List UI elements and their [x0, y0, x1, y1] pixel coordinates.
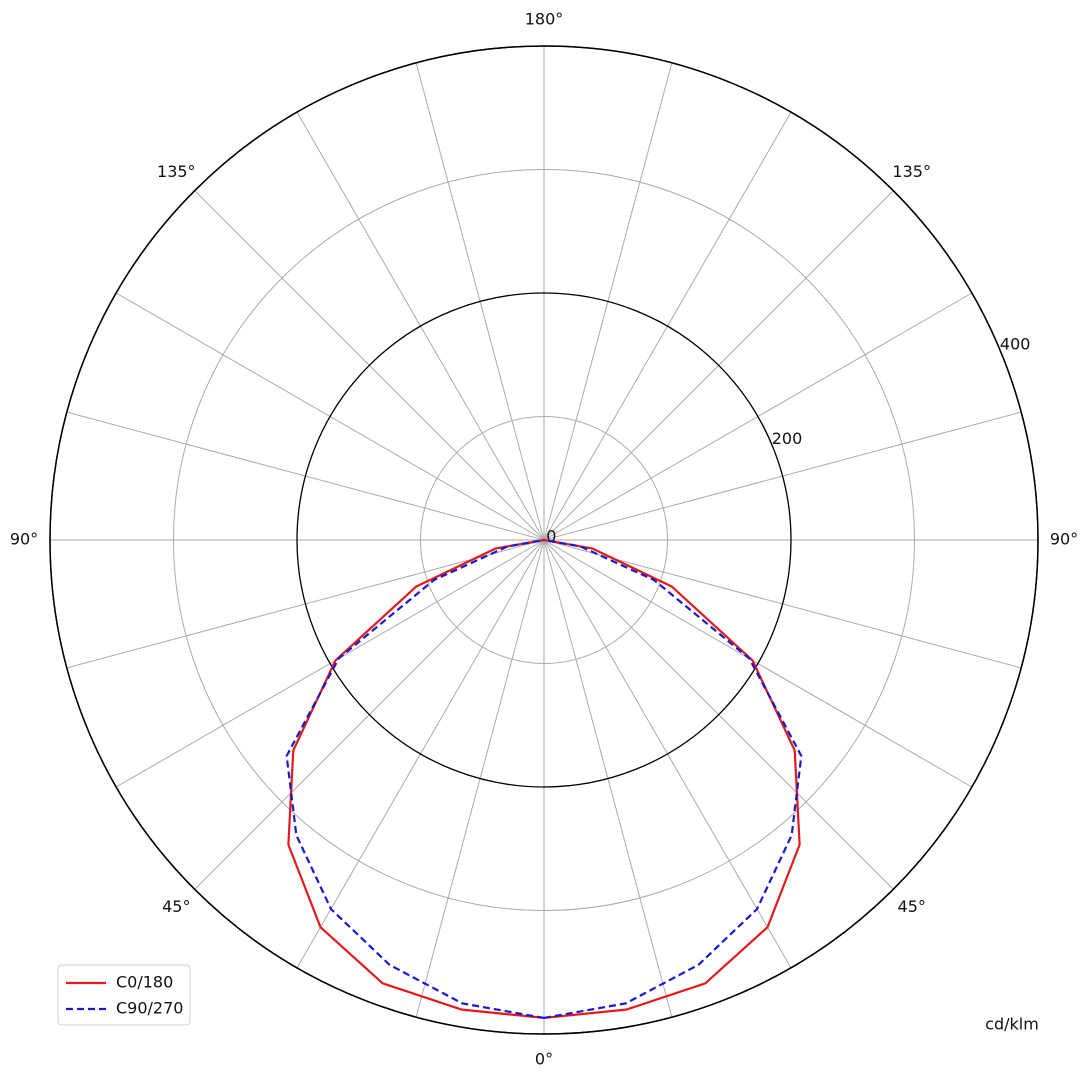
angle-tick-label: 0° [535, 1050, 553, 1069]
angle-tick-label: 135° [892, 162, 931, 181]
angle-tick-label: 90° [10, 530, 38, 549]
r-tick-label: 0 [546, 526, 556, 545]
r-tick-label: 400 [1000, 334, 1031, 353]
angle-tick-label: 180° [525, 10, 564, 29]
legend: C0/180 C90/270 [57, 964, 191, 1026]
series-line [285, 538, 545, 1020]
r-tick-label: 200 [772, 429, 803, 448]
angle-tick-label: 45° [162, 897, 190, 916]
legend-label: C90/270 [116, 999, 183, 1018]
angle-tick-label: 135° [157, 162, 196, 181]
outer-circle [49, 45, 1039, 1035]
series-line [287, 538, 545, 1020]
legend-label: C0/180 [116, 973, 173, 992]
series-line [543, 538, 801, 1020]
angle-tick-label: 45° [898, 897, 926, 916]
series-line [543, 538, 803, 1020]
angle-tick-label: 90° [1050, 530, 1078, 549]
unit-label: cd/klm [985, 1015, 1039, 1034]
grid-circle [296, 292, 792, 788]
